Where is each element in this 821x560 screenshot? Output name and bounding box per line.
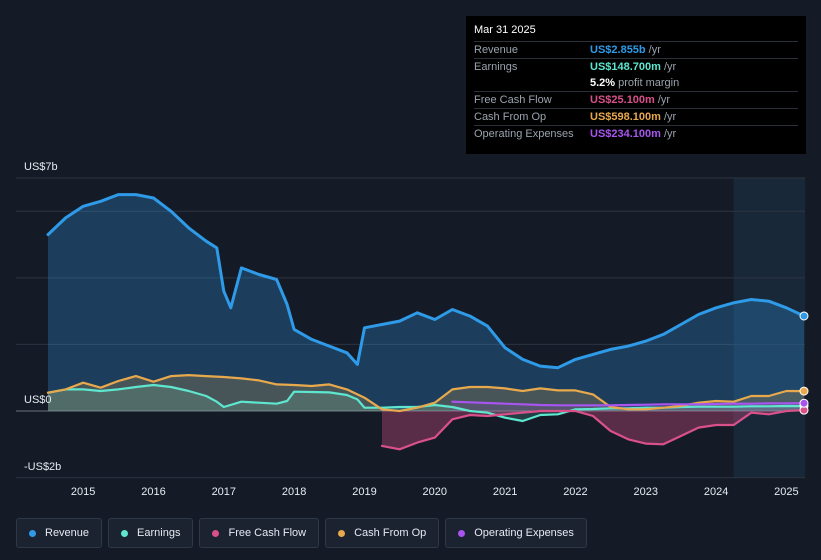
legend-item-revenue[interactable]: Revenue (16, 518, 103, 548)
x-tick-label: 2021 (493, 486, 517, 498)
endpoint-revenue (799, 311, 809, 321)
line-cash-from-op (46, 374, 806, 413)
tooltip-value: US$148.700m (590, 61, 661, 73)
legend-label: Earnings (137, 527, 181, 539)
operating-expenses-dot-icon (458, 529, 466, 537)
tooltip-suffix: profit margin (618, 77, 680, 89)
tooltip-value: US$598.100m (590, 111, 661, 123)
area-revenue (48, 194, 804, 411)
tooltip-suffix: /yr (648, 44, 661, 56)
tooltip-row-operating-expenses: Operating Expenses US$234.100m /yr (474, 125, 798, 142)
legend-label: Cash From Op (354, 527, 427, 539)
legend-item-free-cash-flow[interactable]: Free Cash Flow (199, 518, 320, 548)
line-operating-expenses (451, 400, 806, 407)
tooltip-row-earnings: Earnings US$148.700m /yr (474, 58, 798, 75)
x-tick-label: 2024 (704, 486, 728, 498)
tooltip-value: US$2.855b (590, 44, 646, 56)
series-endpoints (799, 311, 809, 415)
legend-label: Revenue (45, 527, 90, 539)
x-tick-label: 2016 (141, 486, 165, 498)
line-free-cash-flow (380, 409, 806, 451)
series-lines (46, 193, 806, 451)
legend-label: Free Cash Flow (228, 527, 307, 539)
tooltip-row-cash-from-op: Cash From Op US$598.100m /yr (474, 108, 798, 125)
current-period-highlight (733, 178, 805, 478)
tooltip-value: US$25.100m (590, 94, 655, 106)
x-axis-ticks: 2015 2016 2017 2018 2019 2020 2021 2022 2023 2024… (71, 486, 799, 498)
tooltip-date: Mar 31 2025 (474, 24, 536, 36)
x-tick-label: 2015 (71, 486, 95, 498)
y-tick-label-bottom: -US$2b (24, 461, 61, 473)
earnings-dot-icon (121, 529, 129, 537)
tooltip-suffix: /yr (657, 94, 671, 106)
tooltip-label: Operating Expenses (474, 128, 574, 140)
x-tick-label: 2022 (563, 486, 587, 498)
x-tick-label: 2023 (634, 486, 658, 498)
tooltip-row-profit-margin: 5.2% profit margin (474, 75, 798, 91)
free-cash-flow-dot-icon (212, 529, 220, 537)
tooltip-label: Cash From Op (474, 111, 547, 123)
revenue-dot-icon (29, 529, 36, 537)
data-tooltip: Mar 31 2025 Revenue US$2.855b /yr Earnin… (466, 16, 806, 154)
x-tick-label: 2017 (212, 486, 236, 498)
legend-item-earnings[interactable]: Earnings (108, 518, 194, 548)
area-earnings (48, 385, 804, 421)
endpoint-cash-from-op (799, 386, 809, 396)
tooltip-label: Free Cash Flow (474, 94, 552, 106)
y-tick-label-top: US$7b (24, 161, 58, 173)
tooltip-value: 5.2% (590, 77, 616, 89)
y-tick-label-zero: US$0 (24, 394, 52, 406)
x-tick-label: 2025 (774, 486, 798, 498)
endpoint-operating-expenses (799, 398, 809, 408)
x-tick-label: 2019 (352, 486, 376, 498)
tooltip-label (474, 75, 590, 91)
tooltip-suffix: /yr (663, 128, 677, 140)
x-tick-label: 2018 (282, 486, 306, 498)
tooltip-row-free-cash-flow: Free Cash Flow US$25.100m /yr (474, 91, 798, 108)
tooltip-label: Earnings (474, 61, 518, 73)
tooltip-suffix: /yr (663, 111, 677, 123)
line-revenue (46, 193, 806, 370)
area-free-cash-flow (382, 410, 804, 450)
tooltip-label: Revenue (474, 44, 519, 56)
chart-legend: Revenue Earnings Free Cash Flow Cash Fro… (16, 518, 587, 548)
legend-label: Operating Expenses (474, 527, 574, 539)
tooltip-value: US$234.100m (590, 128, 661, 140)
tooltip-suffix: /yr (663, 61, 677, 73)
legend-item-operating-expenses[interactable]: Operating Expenses (445, 518, 587, 548)
tooltip-row-revenue: Revenue US$2.855b /yr (474, 41, 798, 58)
x-tick-label: 2020 (423, 486, 447, 498)
legend-item-cash-from-op[interactable]: Cash From Op (325, 518, 440, 548)
gridlines (16, 177, 805, 479)
cash-from-op-dot-icon (338, 529, 346, 537)
